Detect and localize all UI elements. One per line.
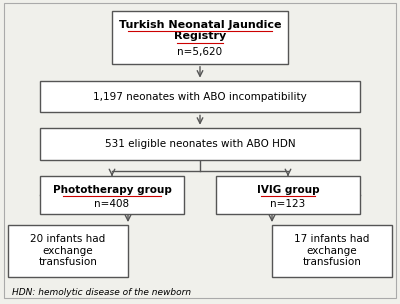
Text: IVIG group: IVIG group (257, 185, 319, 195)
Bar (272, 225, 392, 277)
Text: 17 infants had
exchange
transfusion: 17 infants had exchange transfusion (294, 234, 370, 268)
Text: n=408: n=408 (94, 199, 130, 209)
Bar (40, 176, 184, 214)
Text: Phototherapy group: Phototherapy group (52, 185, 172, 195)
Bar (112, 11, 288, 64)
Bar (40, 81, 360, 112)
Text: 1,197 neonates with ABO incompatibility: 1,197 neonates with ABO incompatibility (93, 92, 307, 102)
Bar (40, 128, 360, 160)
Text: Registry: Registry (174, 31, 226, 41)
Bar (216, 176, 360, 214)
Text: n=123: n=123 (270, 199, 306, 209)
Text: n=5,620: n=5,620 (178, 47, 222, 57)
Text: HDN: hemolytic disease of the newborn: HDN: hemolytic disease of the newborn (12, 288, 191, 297)
Bar (8, 225, 128, 277)
Text: 20 infants had
exchange
transfusion: 20 infants had exchange transfusion (30, 234, 106, 268)
Text: Turkish Neonatal Jaundice: Turkish Neonatal Jaundice (119, 20, 281, 30)
Text: 531 eligible neonates with ABO HDN: 531 eligible neonates with ABO HDN (105, 139, 295, 149)
